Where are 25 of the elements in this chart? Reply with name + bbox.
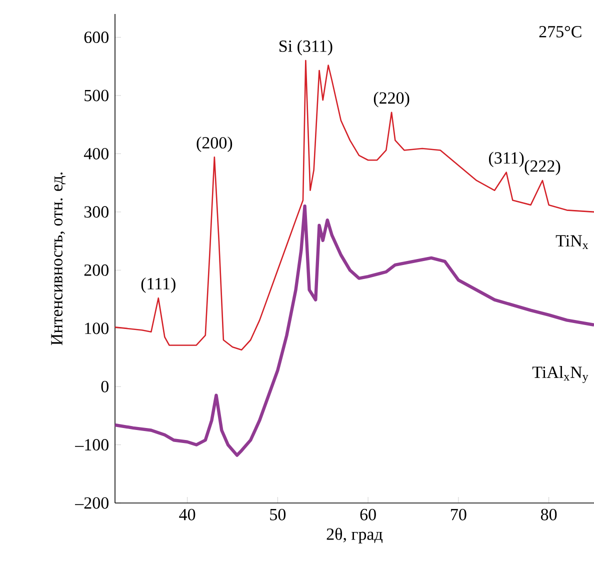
annotation: Si (311) (280, 40, 332, 56)
y-tick-label: 0 (101, 380, 108, 392)
y-tick-label: 300 (84, 206, 108, 218)
x-axis-title: 2θ, град (326, 528, 383, 544)
x-tick-label: 50 (270, 508, 286, 520)
annotation: 275°C (539, 26, 582, 38)
y-tick-label: 600 (84, 32, 108, 44)
y-tick-label: –100 (75, 439, 108, 451)
x-tick-label: 70 (451, 508, 466, 520)
annotation: (111) (141, 277, 176, 293)
y-tick-label: 100 (85, 322, 108, 334)
annotation: (220) (374, 92, 410, 108)
x-tick-label: 60 (360, 508, 376, 520)
x-tick-label: 40 (179, 508, 196, 520)
y-tick-label: 200 (84, 264, 108, 276)
y-tick-label: 500 (84, 90, 108, 102)
annotation: (200) (196, 136, 232, 152)
annotation: (311) (488, 152, 524, 168)
y-tick-label: 400 (84, 148, 108, 160)
series-label: TiN$_{x}$ (556, 235, 588, 249)
y-axis-title: Интенсивность, отн. ед. (51, 172, 66, 346)
x-tick-label: 80 (540, 508, 557, 520)
text: TiAl$_{x}$N$_{y}$ (532, 366, 588, 384)
annotation: (222) (524, 160, 560, 176)
y-tick-label: –200 (75, 497, 108, 509)
